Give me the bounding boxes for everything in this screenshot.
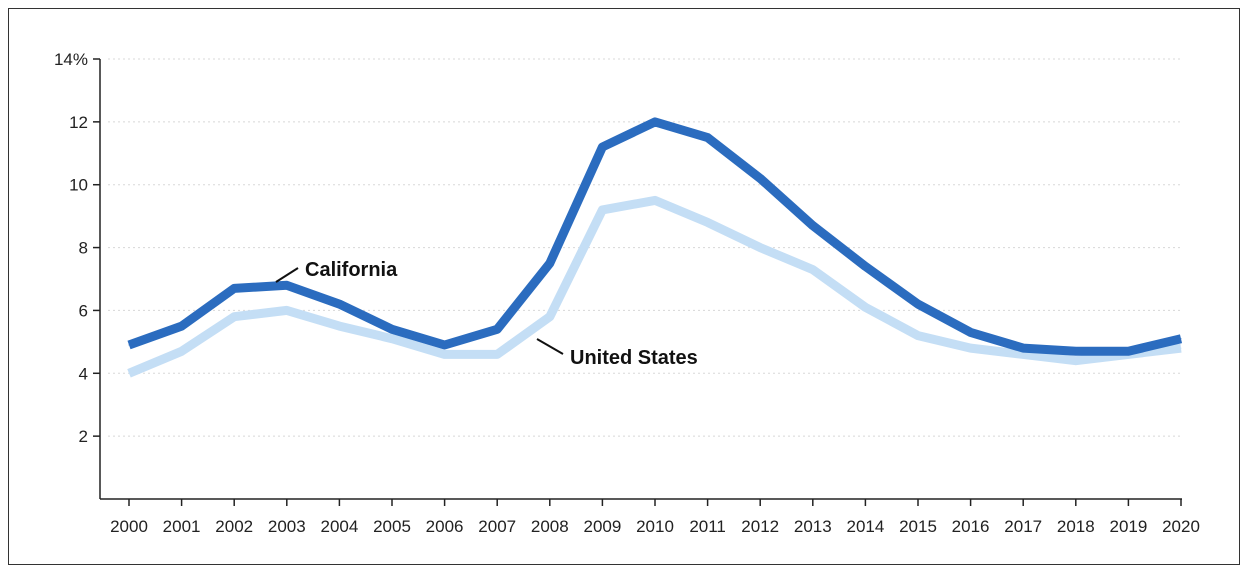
data-point-california (233, 287, 235, 289)
series-lines (127, 117, 1183, 378)
y-axis-ticks: 2 4 6 8 10 12 14% (54, 50, 100, 446)
axes (99, 59, 1182, 500)
x-tick-label: 2017 (1004, 517, 1042, 536)
y-tick-label: 4 (79, 364, 88, 383)
y-tick-label: 10 (69, 176, 88, 195)
chart-frame (8, 8, 1240, 565)
y-tick-label: 14% (54, 50, 88, 69)
x-tick-label: 2020 (1162, 517, 1200, 536)
data-point-california (1180, 338, 1182, 340)
data-point-united-states (707, 221, 709, 223)
data-point-united-states (864, 306, 866, 308)
california-leader-line (275, 267, 299, 283)
x-tick-label: 2006 (426, 517, 464, 536)
data-point-california (654, 121, 656, 123)
united-states-label: United States (570, 347, 698, 369)
data-point-california (812, 225, 814, 227)
california-annotation: California (275, 259, 398, 283)
x-tick-label: 2014 (846, 517, 884, 536)
data-point-california (444, 344, 446, 346)
data-point-united-states (444, 353, 446, 355)
x-tick-label: 2016 (952, 517, 990, 536)
united-states-leader-line (536, 338, 564, 355)
y-tick-label: 12 (69, 113, 88, 132)
data-point-united-states (917, 335, 919, 337)
data-point-california (286, 284, 288, 286)
x-tick-label: 2002 (215, 517, 253, 536)
data-point-california (338, 303, 340, 305)
y-tick-label: 8 (79, 239, 88, 258)
y-tick-label: 2 (79, 427, 88, 446)
data-point-united-states (549, 316, 551, 318)
x-tick-label: 2018 (1057, 517, 1095, 536)
data-point-california (601, 146, 603, 148)
data-point-united-states (391, 338, 393, 340)
x-tick-label: 2009 (583, 517, 621, 536)
data-point-california (496, 328, 498, 330)
data-point-united-states (812, 269, 814, 271)
data-point-california (970, 331, 972, 333)
data-point-united-states (970, 347, 972, 349)
data-point-united-states (1022, 353, 1024, 355)
data-point-california (1075, 350, 1077, 352)
data-point-california (917, 303, 919, 305)
data-point-california (864, 265, 866, 267)
x-tick-label: 2005 (373, 517, 411, 536)
data-point-united-states (233, 316, 235, 318)
california-label: California (305, 259, 398, 281)
x-tick-label: 2011 (689, 517, 726, 536)
x-tick-label: 2019 (1109, 517, 1147, 536)
grid (108, 58, 1182, 437)
series-line-california (127, 117, 1183, 356)
data-point-california (128, 344, 130, 346)
data-point-united-states (1075, 360, 1077, 362)
data-point-california (707, 137, 709, 139)
x-tick-label: 2013 (794, 517, 832, 536)
data-point-united-states (338, 325, 340, 327)
data-point-california (1022, 347, 1024, 349)
data-point-united-states (1180, 347, 1182, 349)
data-point-united-states (128, 372, 130, 374)
data-point-california (391, 328, 393, 330)
data-point-united-states (181, 350, 183, 352)
x-axis-ticks: 2000 2001 2002 2003 2004 2005 2006 2007 2008 2009… (110, 499, 1200, 536)
data-point-united-states (496, 353, 498, 355)
data-point-united-states (654, 199, 656, 201)
x-tick-label: 2007 (478, 517, 516, 536)
x-tick-label: 2010 (636, 517, 674, 536)
x-tick-label: 2015 (899, 517, 937, 536)
data-point-california (181, 325, 183, 327)
data-point-california (549, 262, 551, 264)
x-tick-label: 2008 (531, 517, 569, 536)
united-states-annotation: United States (536, 338, 698, 369)
data-point-united-states (759, 247, 761, 249)
data-point-california (759, 177, 761, 179)
x-tick-label: 2000 (110, 517, 148, 536)
data-point-california (1127, 350, 1129, 352)
x-tick-label: 2012 (741, 517, 779, 536)
y-tick-label: 6 (79, 301, 88, 320)
x-tick-label: 2001 (163, 517, 201, 536)
data-point-united-states (286, 309, 288, 311)
data-point-united-states (601, 209, 603, 211)
x-tick-label: 2004 (320, 517, 358, 536)
x-tick-label: 2003 (268, 517, 306, 536)
